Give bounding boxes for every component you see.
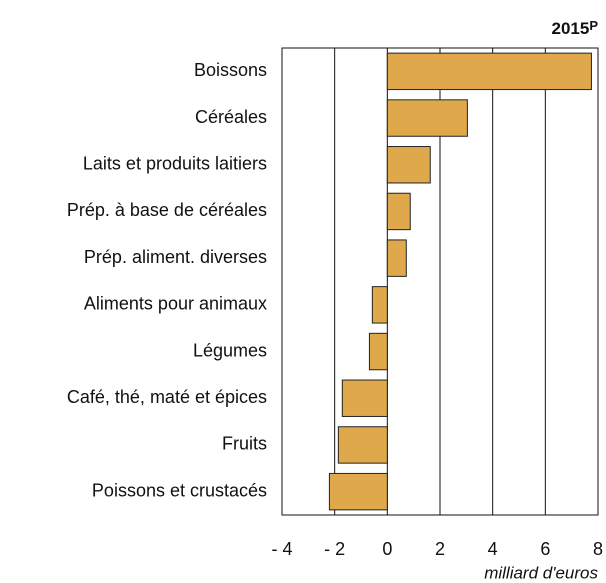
bar [368,332,388,371]
category-label: Céréales [195,107,267,127]
category-label: Légumes [193,340,267,360]
bar [386,52,592,91]
x-tick-label: - 4 [271,539,292,559]
category-label: Prép. à base de céréales [67,200,267,220]
category-label: Boissons [194,60,267,80]
bar [386,99,468,137]
bar [386,146,431,184]
subtitle-year: 2015 [552,19,590,38]
subtitle-mark: P [589,18,598,33]
bar [371,286,388,324]
x-axis-label: milliard d'euros [484,563,598,582]
category-label: Aliments pour animaux [84,294,267,314]
bar [341,379,388,417]
category-label: Fruits [222,434,267,454]
x-tick-label: 6 [540,539,550,559]
x-tick-label: 0 [382,539,392,559]
x-tick-label: - 2 [324,539,345,559]
bar [328,472,388,511]
plot-frame [281,47,599,516]
category-label: Café, thé, maté et épices [67,387,267,407]
category-label: Poissons et crustacés [92,480,267,500]
x-tick-label: 2 [435,539,445,559]
bar [386,192,411,231]
bar [337,426,388,464]
bar [386,239,407,277]
category-label: Prép. aliment. diverses [84,247,267,267]
category-label: Laits et produits laitiers [83,154,267,174]
x-tick-label: 4 [488,539,498,559]
subtitle: 2015P [552,18,599,38]
x-tick-label: 8 [593,539,603,559]
